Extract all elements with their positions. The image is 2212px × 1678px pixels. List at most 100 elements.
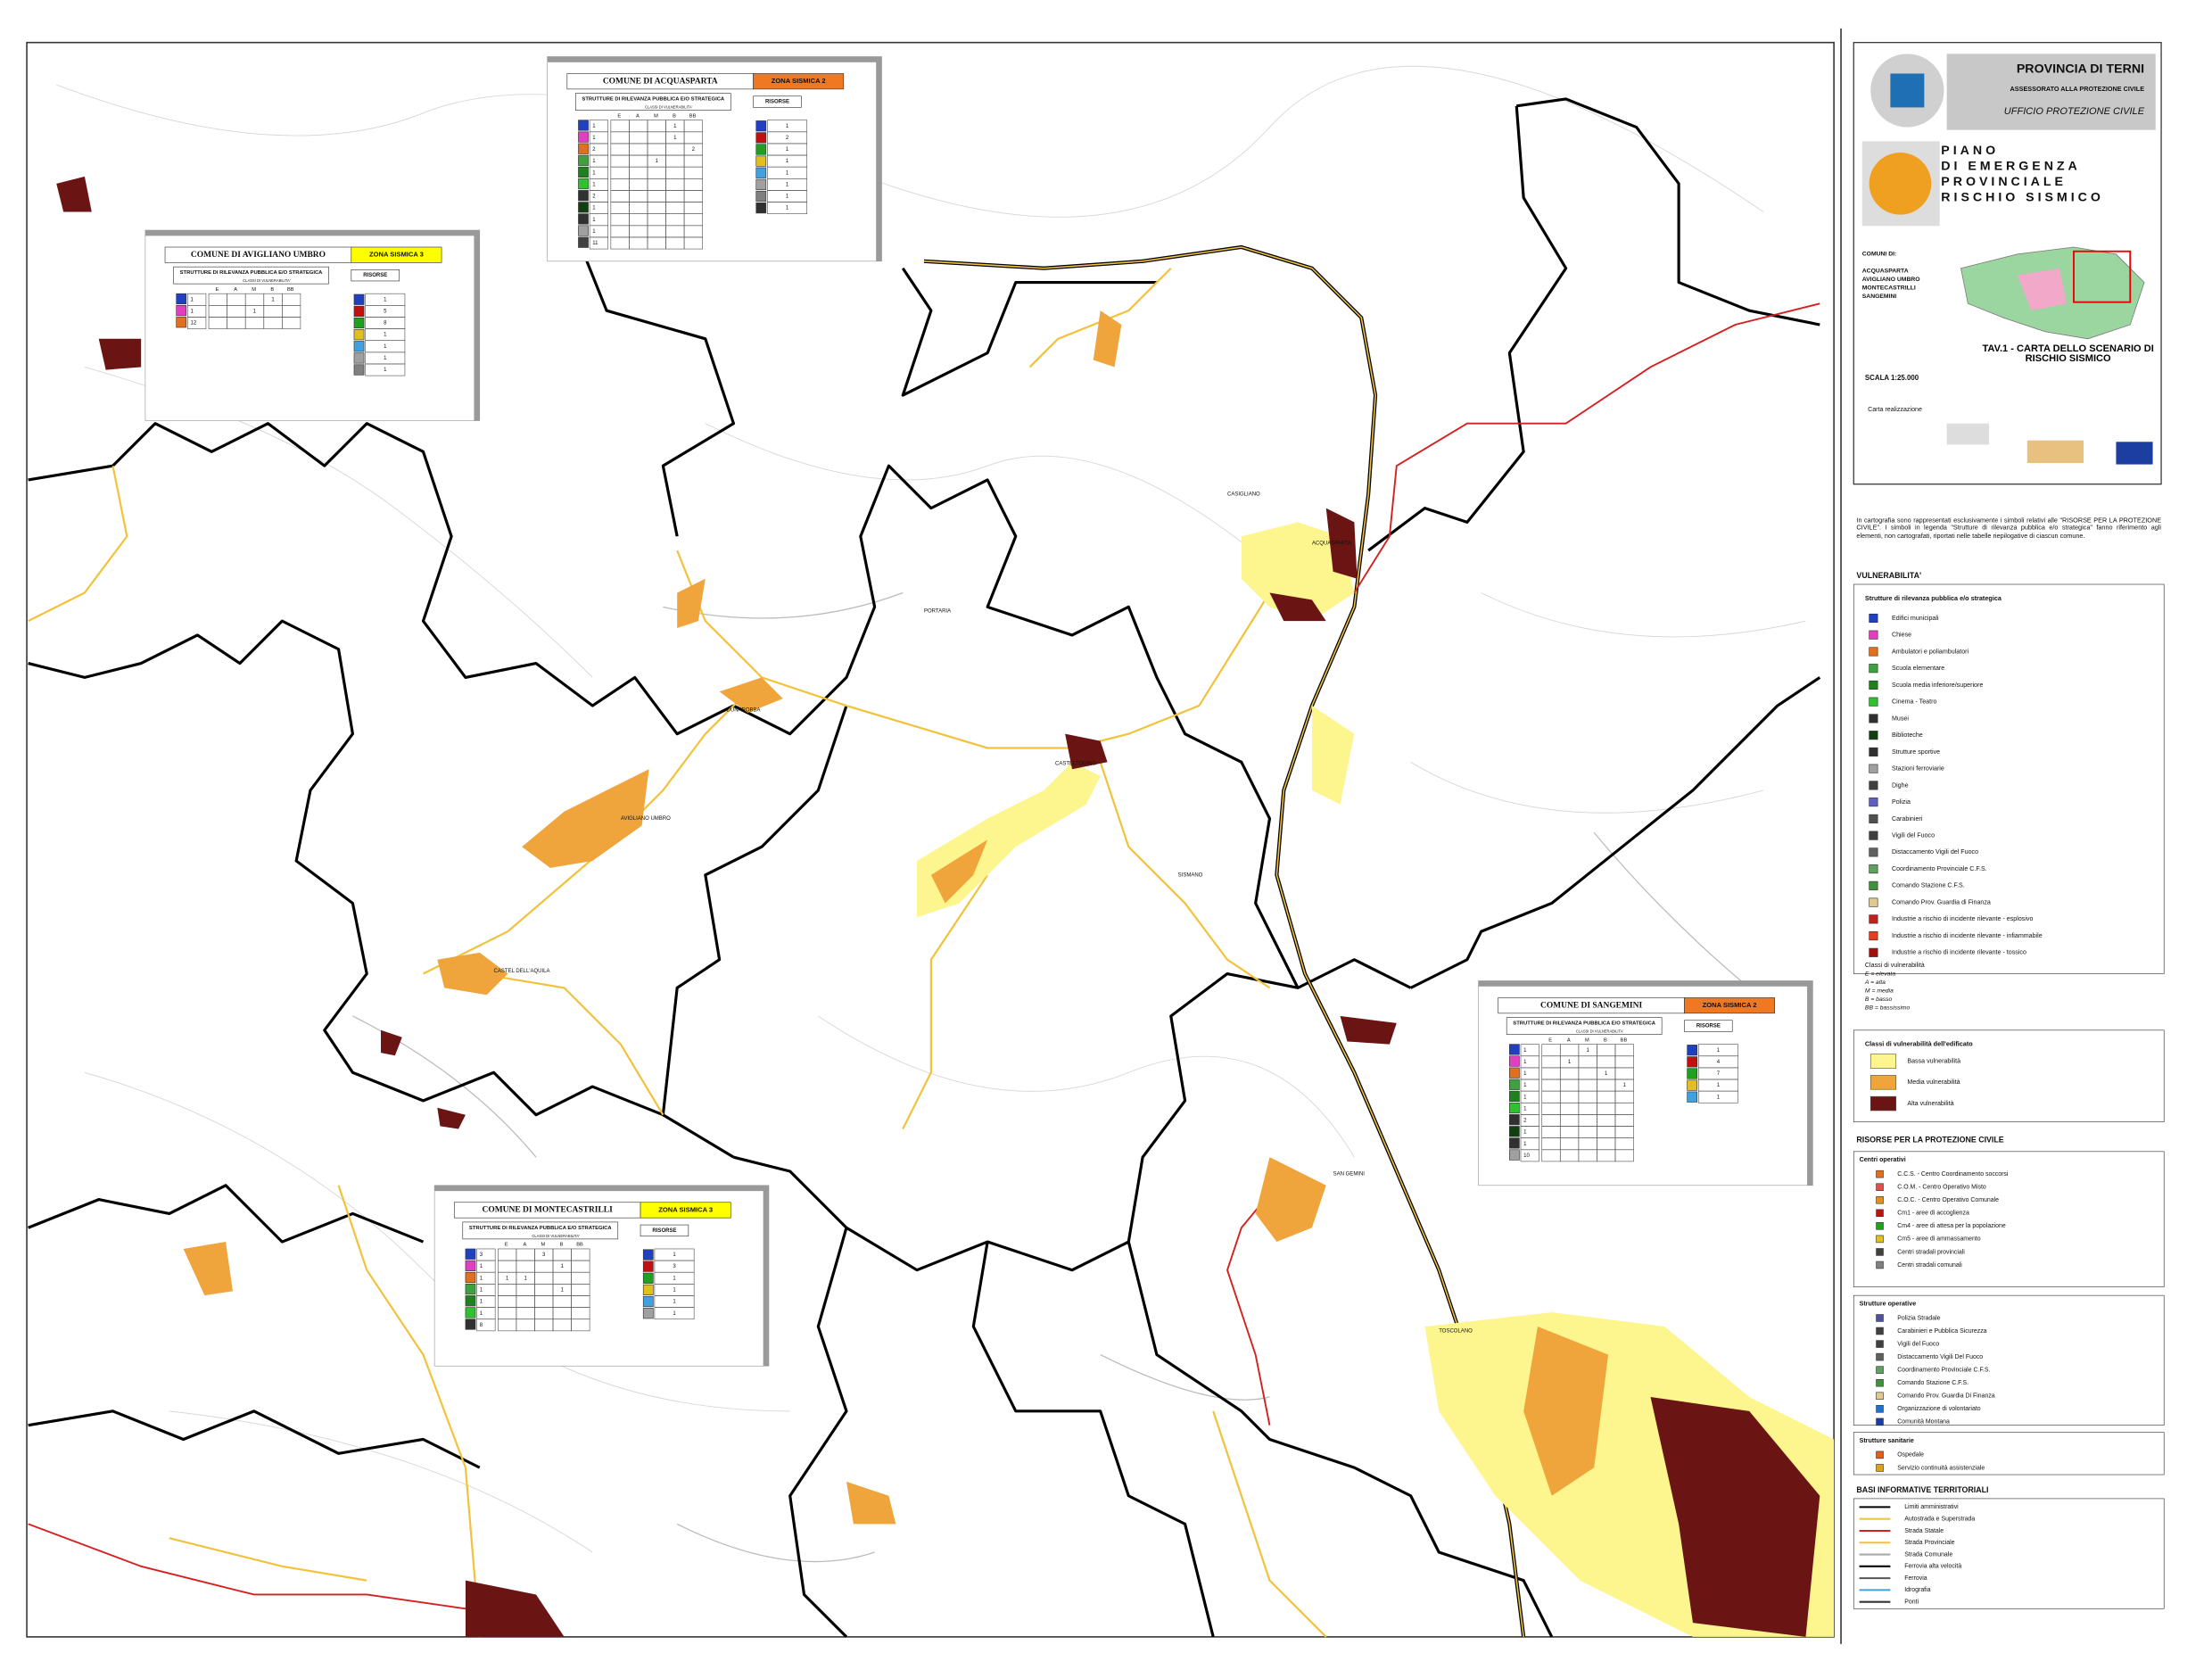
- row-icon: [578, 154, 589, 166]
- table-header: STRUTTURE DI RILEVANZA PUBBLICA E/O STRA…: [582, 96, 725, 102]
- legend-symbol: [1876, 1352, 1884, 1361]
- row-icon: [465, 1307, 476, 1318]
- column-head: B: [1604, 1037, 1607, 1043]
- legend-symbol: [1876, 1195, 1884, 1204]
- legend-symbol: [1869, 714, 1878, 723]
- resource-icon: [353, 341, 365, 352]
- table-value: 1: [271, 297, 275, 302]
- place-label: CASTEL DELL'AQUILA: [494, 969, 550, 974]
- legend-item: Cm5 - aree di ammassamento: [1897, 1236, 1980, 1243]
- comune-name: MONTECASTRILLI: [1862, 285, 1916, 292]
- legend-symbol: [1876, 1261, 1884, 1269]
- table-value: 2: [592, 194, 596, 200]
- comune-box: COMUNE DI SANGEMINI ZONA SISMICA 2 STRUTTU…: [1478, 980, 1813, 1186]
- legend-subtitle: Centri operativi: [1860, 1156, 1906, 1163]
- resource-value: 1: [673, 1288, 676, 1294]
- place-label: ACQUASPARTA: [1312, 541, 1351, 547]
- row-icon: [578, 131, 589, 143]
- table-header: STRUTTURE DI RILEVANZA PUBBLICA E/O STRA…: [1513, 1021, 1656, 1026]
- resource-icon: [755, 120, 767, 132]
- legend-item: Musei: [1892, 715, 1909, 722]
- row-icon: [1509, 1067, 1520, 1079]
- column-head: M: [541, 1243, 546, 1248]
- resource-value: 1: [673, 1311, 676, 1317]
- legend-symbol: [1876, 1327, 1884, 1335]
- legend: [1853, 583, 2165, 1609]
- legend-symbol: [1869, 747, 1878, 756]
- resource-value: 1: [786, 170, 789, 176]
- legend-symbol: [1869, 880, 1878, 890]
- row-icon: [1509, 1044, 1520, 1055]
- resource-icon: [642, 1249, 654, 1261]
- legend-item: Idrografia: [1904, 1587, 1930, 1593]
- row-icon: [465, 1318, 476, 1330]
- row-icon: [465, 1248, 476, 1260]
- place-label: TOSCOLANO: [1439, 1328, 1473, 1334]
- credit: Carta realizzazione: [1868, 406, 1922, 413]
- zone-label: ZONA SISMICA 2: [1703, 1001, 1757, 1009]
- legend-symbol: [1876, 1418, 1884, 1426]
- place-label: SISMANO: [1178, 872, 1203, 878]
- comune-title: COMUNE DI ACQUASPARTA: [603, 77, 718, 86]
- resource-icon: [755, 178, 767, 190]
- row-icon: [578, 120, 589, 131]
- resource-icon: [1687, 1079, 1698, 1091]
- column-head: B: [560, 1243, 564, 1248]
- box-shadow: [1807, 980, 1813, 1186]
- table-value: 1: [592, 229, 596, 235]
- section-title: RISORSE PER LA PROTEZIONE CIVILE: [1856, 1136, 2003, 1145]
- table-value: 1: [191, 297, 194, 302]
- column-head: M: [1585, 1037, 1589, 1043]
- table-cell: [1614, 1149, 1634, 1162]
- table-cell: [476, 1318, 496, 1332]
- table-value: 1: [592, 124, 596, 129]
- row-icon: [1509, 1079, 1520, 1090]
- table-value: 1: [191, 309, 194, 314]
- legend-symbol: [1869, 680, 1878, 690]
- row-icon: [1509, 1137, 1520, 1149]
- legend-symbol: [1876, 1235, 1884, 1244]
- header-cell: [753, 95, 802, 108]
- table-cell: [1697, 1090, 1738, 1104]
- table-value: 2: [592, 147, 596, 153]
- table-value: 1: [1523, 1095, 1527, 1100]
- resource-value: 1: [384, 368, 387, 373]
- resource-icon: [755, 167, 767, 178]
- table-value: 1: [1586, 1048, 1589, 1054]
- resource-icon: [1687, 1068, 1698, 1079]
- table-cell: [282, 317, 301, 329]
- resource-icon: [1687, 1091, 1698, 1103]
- table-value: 1: [592, 206, 596, 211]
- plan-title: PIANO: [1941, 144, 1999, 158]
- plan-title: PROVINCIALE: [1941, 175, 2067, 189]
- header-cell: [1684, 1020, 1733, 1032]
- column-head: M: [654, 113, 658, 119]
- legend-item: Scuola media inferiore/superiore: [1892, 682, 1983, 689]
- resource-icon: [642, 1261, 654, 1272]
- legend-symbol: [1869, 814, 1878, 823]
- legend-item: Carabinieri: [1892, 815, 1923, 822]
- legend-item: Vigili del Fuoco: [1892, 831, 1935, 839]
- place-label: SAN GEMINI: [1333, 1172, 1366, 1178]
- box-shadow: [547, 56, 882, 62]
- legend-item: Dighe: [1892, 781, 1909, 789]
- legend-item: Limiti amministrativi: [1904, 1504, 1959, 1510]
- table-cell: [365, 363, 406, 376]
- comune-box: COMUNE DI ACQUASPARTA ZONA SISMICA 2 STRUT…: [547, 56, 882, 262]
- resource-value: 4: [1717, 1060, 1721, 1065]
- resource-value: 2: [786, 136, 789, 141]
- resource-value: 1: [384, 356, 387, 361]
- place-label: AVIGLIANO UMBRO: [621, 816, 671, 822]
- table-title: TAV.1 - CARTA DELLO SCENARIO DI RISCHIO …: [1982, 344, 2154, 365]
- legend-symbol: [1869, 764, 1878, 773]
- table-cell: [767, 202, 808, 214]
- row-icon: [1509, 1102, 1520, 1114]
- legend-item: Coordinamento Provinciale C.F.S.: [1897, 1367, 1990, 1373]
- zone-cell: [351, 246, 442, 263]
- table-value: 1: [592, 182, 596, 187]
- comune-box: COMUNE DI AVIGLIANO UMBRO ZONA SISMICA 3 S…: [144, 229, 481, 421]
- legend-symbol: [1876, 1378, 1884, 1387]
- resource-value: 1: [786, 124, 789, 129]
- header-cell: [574, 93, 731, 111]
